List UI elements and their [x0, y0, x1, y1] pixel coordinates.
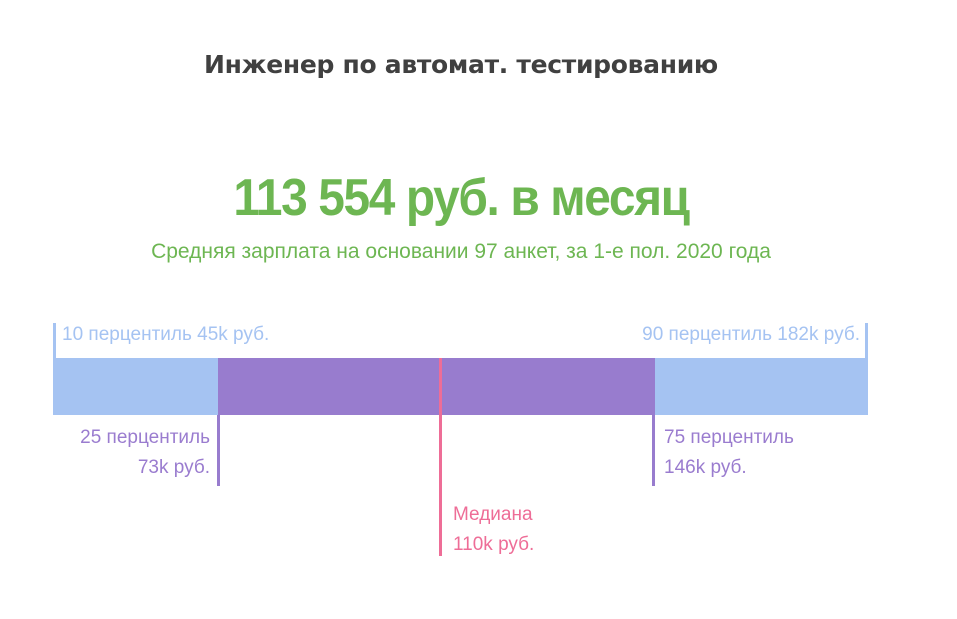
median-label: Медиана 110k руб. — [453, 500, 534, 560]
range-75-90 — [655, 358, 868, 415]
median-label-name: Медиана — [453, 504, 533, 525]
p25-label: 25 перцентиль 73k руб. — [80, 423, 210, 483]
average-salary: 113 554 руб. в месяц — [233, 169, 690, 227]
median-line — [439, 358, 442, 556]
p75-tick — [652, 415, 655, 486]
p90-tick — [865, 323, 868, 358]
p75-label: 75 перцентиль 146k руб. — [664, 423, 794, 483]
job-title: Инженер по автомат. тестированию — [204, 50, 718, 79]
p25-label-value: 73k руб. — [137, 457, 210, 478]
p25-tick — [217, 415, 220, 486]
median-label-value: 110k руб. — [453, 534, 535, 555]
range-10-25 — [53, 358, 218, 415]
p25-label-name: 25 перцентиль — [80, 427, 210, 448]
p75-label-name: 75 перцентиль — [664, 427, 794, 448]
range-25-75 — [218, 358, 655, 415]
salary-subtitle: Средняя зарплата на основании 97 анкет, … — [151, 240, 771, 263]
p10-tick — [53, 323, 56, 358]
p10-label: 10 перцентиль 45k руб. — [62, 324, 270, 345]
p90-label: 90 перцентиль 182k руб. — [642, 324, 860, 345]
p75-label-value: 146k руб. — [664, 457, 747, 478]
